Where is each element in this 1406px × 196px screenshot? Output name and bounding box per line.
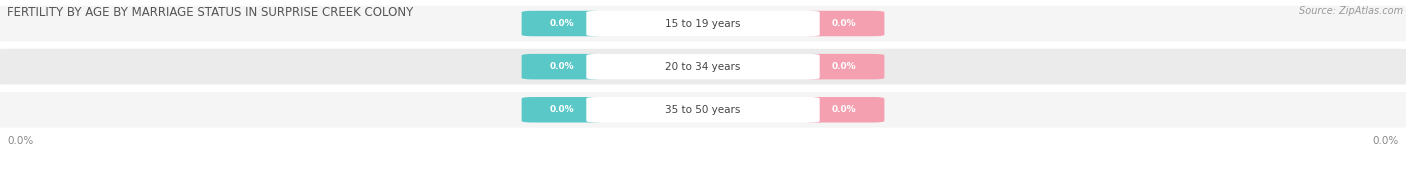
FancyBboxPatch shape [803, 11, 884, 36]
FancyBboxPatch shape [803, 54, 884, 79]
Text: Source: ZipAtlas.com: Source: ZipAtlas.com [1299, 6, 1403, 16]
Text: 0.0%: 0.0% [831, 19, 856, 28]
Text: 0.0%: 0.0% [831, 62, 856, 71]
FancyBboxPatch shape [522, 97, 603, 122]
Text: 0.0%: 0.0% [550, 62, 575, 71]
Text: 20 to 34 years: 20 to 34 years [665, 62, 741, 72]
FancyBboxPatch shape [586, 97, 820, 122]
FancyBboxPatch shape [0, 6, 1406, 41]
Text: 15 to 19 years: 15 to 19 years [665, 18, 741, 29]
FancyBboxPatch shape [586, 11, 820, 36]
FancyBboxPatch shape [0, 92, 1406, 128]
Text: 0.0%: 0.0% [550, 105, 575, 114]
Text: FERTILITY BY AGE BY MARRIAGE STATUS IN SURPRISE CREEK COLONY: FERTILITY BY AGE BY MARRIAGE STATUS IN S… [7, 6, 413, 19]
Text: 0.0%: 0.0% [831, 105, 856, 114]
FancyBboxPatch shape [522, 54, 603, 79]
Text: 0.0%: 0.0% [550, 19, 575, 28]
FancyBboxPatch shape [803, 97, 884, 122]
Text: 0.0%: 0.0% [7, 136, 34, 146]
Text: 35 to 50 years: 35 to 50 years [665, 105, 741, 115]
FancyBboxPatch shape [586, 54, 820, 79]
Text: 0.0%: 0.0% [1372, 136, 1399, 146]
FancyBboxPatch shape [522, 11, 603, 36]
FancyBboxPatch shape [0, 49, 1406, 84]
